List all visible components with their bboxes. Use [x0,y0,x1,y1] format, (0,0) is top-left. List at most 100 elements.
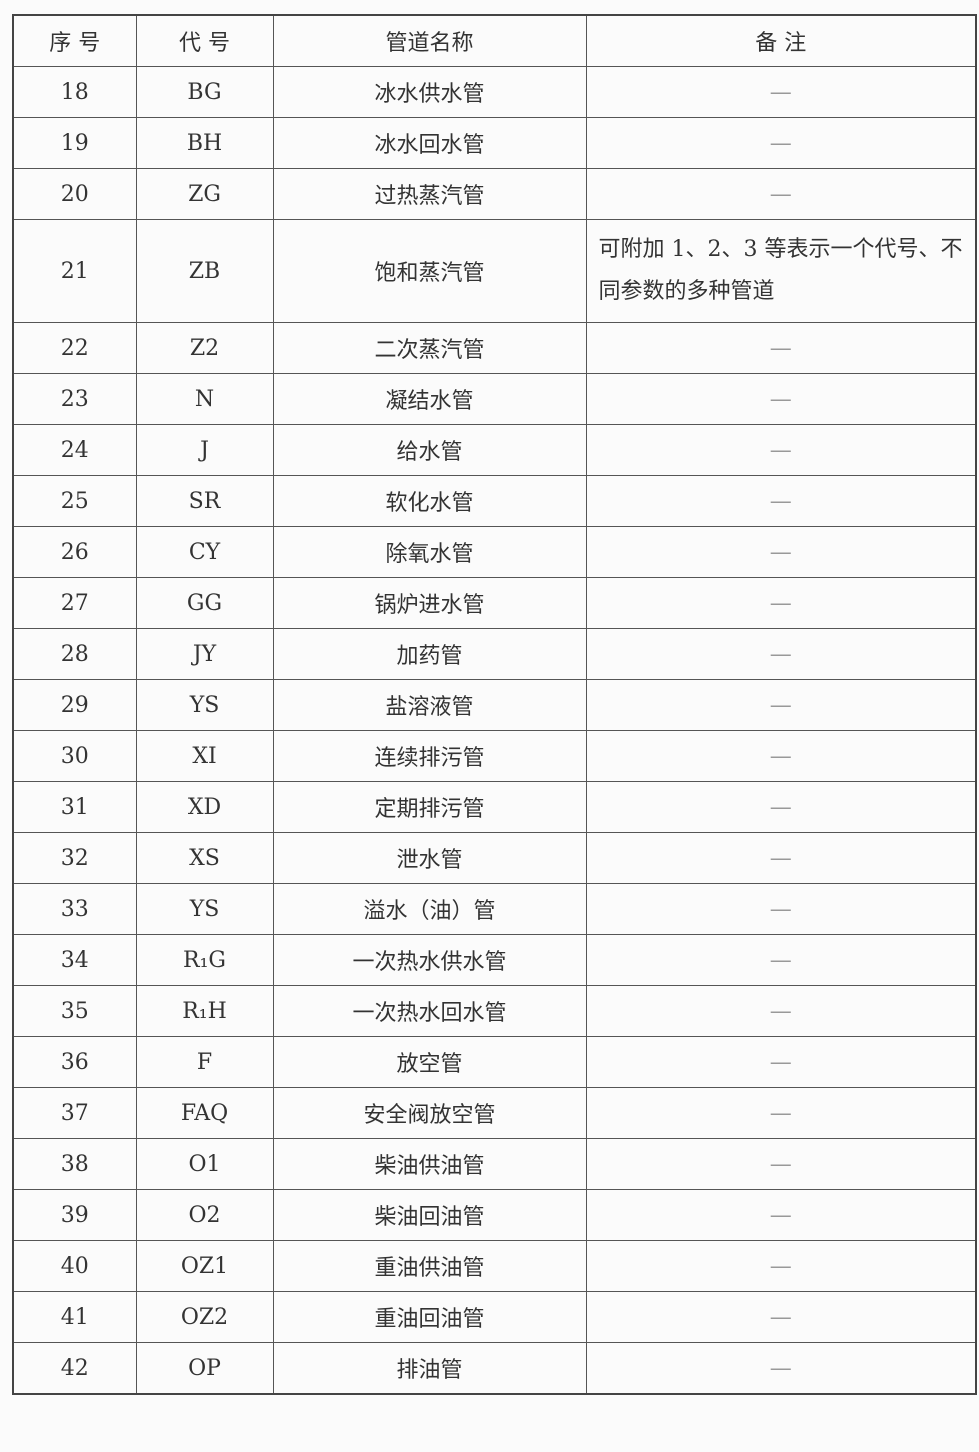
remark: 可附加 1、2、3 等表示一个代号、不同参数的多种管道 [585,219,977,323]
pipe-code: F [135,1036,274,1088]
table-row: 39 O2 柴油回油管 — [12,1189,977,1241]
remark: — [585,168,977,220]
table-row: 22 Z2 二次蒸汽管 — [12,322,977,374]
pipe-code: J [135,424,274,476]
table-row: 35 R₁H 一次热水回水管 — [12,985,977,1037]
pipe-name: 定期排污管 [272,781,587,833]
pipe-name: 饱和蒸汽管 [272,219,587,323]
pipe-code: BG [135,66,274,118]
pipe-name: 一次热水回水管 [272,985,587,1037]
row-number: 41 [12,1291,137,1343]
remark: — [585,475,977,527]
remark: — [585,373,977,425]
pipe-code: FAQ [135,1087,274,1139]
pipe-code: O1 [135,1138,274,1190]
pipe-code: R₁H [135,985,274,1037]
row-number: 30 [12,730,137,782]
pipe-code: O2 [135,1189,274,1241]
pipe-name: 二次蒸汽管 [272,322,587,374]
pipe-name: 重油回油管 [272,1291,587,1343]
pipe-code: OZ1 [135,1240,274,1292]
pipe-code: JY [135,628,274,680]
row-number: 20 [12,168,137,220]
row-number: 34 [12,934,137,986]
table-row: 41 OZ2 重油回油管 — [12,1291,977,1343]
table-row: 26 CY 除氧水管 — [12,526,977,578]
table-row: 20 ZG 过热蒸汽管 — [12,168,977,220]
pipe-name: 锅炉进水管 [272,577,587,629]
pipe-code: BH [135,117,274,169]
pipe-code: GG [135,577,274,629]
pipe-name: 冰水供水管 [272,66,587,118]
pipe-name: 放空管 [272,1036,587,1088]
remark: — [585,1240,977,1292]
pipe-name: 连续排污管 [272,730,587,782]
table-row: 36 F 放空管 — [12,1036,977,1088]
remark: — [585,883,977,935]
remark: — [585,66,977,118]
row-number: 27 [12,577,137,629]
remark: — [585,322,977,374]
remark: — [585,985,977,1037]
pipe-code: SR [135,475,274,527]
pipe-name: 安全阀放空管 [272,1087,587,1139]
row-number: 23 [12,373,137,425]
row-number: 36 [12,1036,137,1088]
pipe-code: ZG [135,168,274,220]
pipe-name: 重油供油管 [272,1240,587,1292]
row-number: 38 [12,1138,137,1190]
pipe-name: 排油管 [272,1342,587,1395]
pipe-name: 除氧水管 [272,526,587,578]
pipe-table: 序 号 代 号 管道名称 备 注 18 BG 冰水供水管 —19 BH 冰水回水管 —20 Z… [12,14,977,1395]
pipe-name: 溢水（油）管 [272,883,587,935]
remark: — [585,679,977,731]
pipe-code: Z2 [135,322,274,374]
row-number: 35 [12,985,137,1037]
row-number: 19 [12,117,137,169]
remark: — [585,424,977,476]
pipe-code: R₁G [135,934,274,986]
table-row: 21 ZB 饱和蒸汽管 可附加 1、2、3 等表示一个代号、不同参数的多种管道 [12,219,977,323]
row-number: 21 [12,219,137,323]
table-row: 37 FAQ 安全阀放空管 — [12,1087,977,1139]
pipe-name: 过热蒸汽管 [272,168,587,220]
pipe-code: XD [135,781,274,833]
pipe-name: 给水管 [272,424,587,476]
row-number: 39 [12,1189,137,1241]
pipe-name: 软化水管 [272,475,587,527]
pipe-name: 柴油回油管 [272,1189,587,1241]
pipe-name: 柴油供油管 [272,1138,587,1190]
remark: — [585,1087,977,1139]
pipe-name: 凝结水管 [272,373,587,425]
row-number: 33 [12,883,137,935]
pipe-code: YS [135,679,274,731]
row-number: 40 [12,1240,137,1292]
table-row: 30 XI 连续排污管 — [12,730,977,782]
remark: — [585,526,977,578]
table-body: 18 BG 冰水供水管 —19 BH 冰水回水管 —20 ZG 过热蒸汽管 —21 ZB 饱和蒸汽管可… [12,66,977,1395]
pipe-name: 泄水管 [272,832,587,884]
table-row: 18 BG 冰水供水管 — [12,66,977,118]
pipe-code: ZB [135,219,274,323]
pipe-name: 一次热水供水管 [272,934,587,986]
pipe-code: YS [135,883,274,935]
pipe-code: OZ2 [135,1291,274,1343]
pipe-name: 加药管 [272,628,587,680]
row-number: 37 [12,1087,137,1139]
table-row: 32 XS 泄水管 — [12,832,977,884]
pipe-code: CY [135,526,274,578]
remark: — [585,832,977,884]
table-row: 28 JY 加药管 — [12,628,977,680]
table-row: 27 GG 锅炉进水管 — [12,577,977,629]
pipe-code: XS [135,832,274,884]
remark: — [585,117,977,169]
remark: — [585,1189,977,1241]
pipe-name: 盐溶液管 [272,679,587,731]
table-row: 24 J 给水管 — [12,424,977,476]
header-cell: 代 号 [135,14,274,67]
table-row: 23 N 凝结水管 — [12,373,977,425]
header-cell: 备 注 [585,14,977,67]
remark: — [585,934,977,986]
table-row: 42 OP 排油管 — [12,1342,977,1395]
